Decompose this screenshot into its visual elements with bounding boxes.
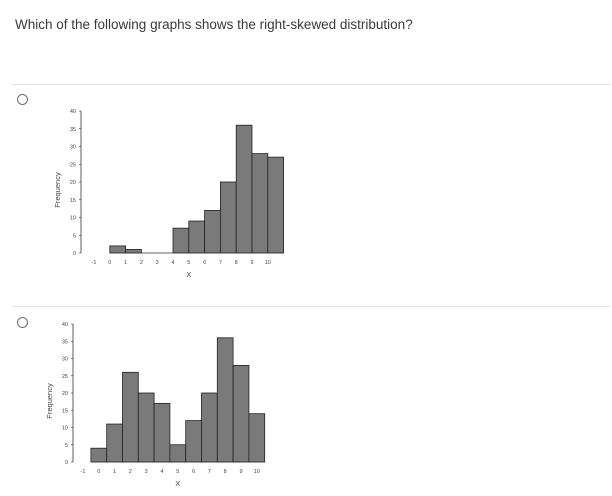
x-tick-label: 3 bbox=[156, 260, 159, 266]
divider bbox=[12, 84, 610, 85]
y-tick-label: 0 bbox=[73, 251, 76, 257]
y-tick-label: 25 bbox=[70, 162, 76, 168]
histogram-bar bbox=[90, 447, 108, 463]
x-tick-label: 5 bbox=[187, 260, 190, 266]
y-tick-label: 15 bbox=[62, 408, 68, 414]
y-tick-label: 15 bbox=[70, 198, 76, 204]
x-tick-label: 6 bbox=[192, 469, 195, 475]
histogram-bar bbox=[153, 402, 171, 463]
y-tick-label: 40 bbox=[70, 109, 76, 115]
histogram-bar bbox=[204, 210, 221, 254]
x-tick-label: 10 bbox=[254, 469, 260, 475]
x-axis-label: X bbox=[186, 270, 191, 279]
x-tick-label: 1 bbox=[113, 469, 116, 475]
x-tick-label: 2 bbox=[129, 469, 132, 475]
x-tick-label: 3 bbox=[145, 469, 148, 475]
histogram-b: 0 5 10 15 20 25 30 35 40 -1 0 1 2 3 4 5 6 7 8 9 10 X Frequency bbox=[45, 322, 266, 488]
x-tick-label: 4 bbox=[160, 469, 163, 475]
y-tick-label: 0 bbox=[65, 460, 68, 466]
x-tick-label: 6 bbox=[203, 260, 206, 266]
x-tick-label: 7 bbox=[219, 260, 222, 266]
histogram-bar bbox=[232, 365, 250, 463]
histogram-bar bbox=[122, 371, 139, 463]
histogram-bar bbox=[216, 337, 234, 463]
x-axis-label: X bbox=[175, 479, 180, 488]
y-tick-label: 20 bbox=[62, 391, 68, 397]
y-tick-label: 20 bbox=[70, 180, 76, 186]
x-tick-label: 0 bbox=[108, 260, 111, 266]
x-tick-label: 4 bbox=[171, 260, 174, 266]
histogram-bar bbox=[109, 245, 127, 254]
y-tick-label: 5 bbox=[73, 233, 76, 239]
histogram-bar bbox=[201, 392, 218, 463]
y-tick-label: 5 bbox=[65, 443, 68, 449]
histogram-a: 0 5 10 15 20 25 30 35 40 -1 0 1 2 3 4 5 6 7 8 9 10 X Frequency bbox=[53, 109, 285, 279]
y-tick-label: 25 bbox=[62, 374, 68, 380]
y-tick-label: 10 bbox=[62, 426, 68, 432]
y-tick-label: 30 bbox=[70, 145, 76, 151]
histogram-bar bbox=[248, 413, 266, 463]
histogram-bar bbox=[219, 181, 237, 254]
x-tick-label: 2 bbox=[140, 260, 143, 266]
histogram-bar bbox=[188, 220, 206, 254]
x-tick-label: 0 bbox=[97, 469, 100, 475]
y-tick-label: 30 bbox=[62, 357, 68, 363]
question-text: Which of the following graphs shows the … bbox=[15, 17, 413, 32]
option-b-radio[interactable] bbox=[17, 317, 28, 328]
x-tick-label: 10 bbox=[265, 260, 271, 266]
y-tick-label: 40 bbox=[62, 322, 68, 328]
x-tick-label: 7 bbox=[208, 469, 211, 475]
histogram-bar bbox=[106, 423, 123, 463]
y-tick-label: 35 bbox=[62, 339, 68, 345]
histogram-bar bbox=[235, 124, 253, 254]
histogram-bar bbox=[172, 227, 190, 254]
option-a-radio[interactable] bbox=[17, 94, 28, 105]
histogram-bar bbox=[169, 444, 187, 463]
x-tick-label: 8 bbox=[235, 260, 238, 266]
x-tick-label: -1 bbox=[92, 260, 97, 266]
histogram-bar bbox=[185, 420, 202, 463]
histogram-bar bbox=[125, 249, 142, 254]
histogram-bar bbox=[267, 156, 285, 254]
x-tick-label: 8 bbox=[224, 469, 227, 475]
x-tick-label: 5 bbox=[176, 469, 179, 475]
histogram-bar bbox=[251, 153, 269, 254]
y-tick-label: 10 bbox=[70, 216, 76, 222]
x-tick-label: 9 bbox=[250, 260, 253, 266]
x-tick-label: 1 bbox=[124, 260, 127, 266]
x-tick-label: 9 bbox=[239, 469, 242, 475]
histogram-bar bbox=[137, 392, 155, 463]
y-tick-label: 35 bbox=[70, 127, 76, 133]
y-axis-label: Frequency bbox=[45, 383, 54, 419]
y-axis-label: Frequency bbox=[53, 172, 62, 208]
x-tick-label: -1 bbox=[81, 469, 86, 475]
divider bbox=[12, 306, 610, 307]
